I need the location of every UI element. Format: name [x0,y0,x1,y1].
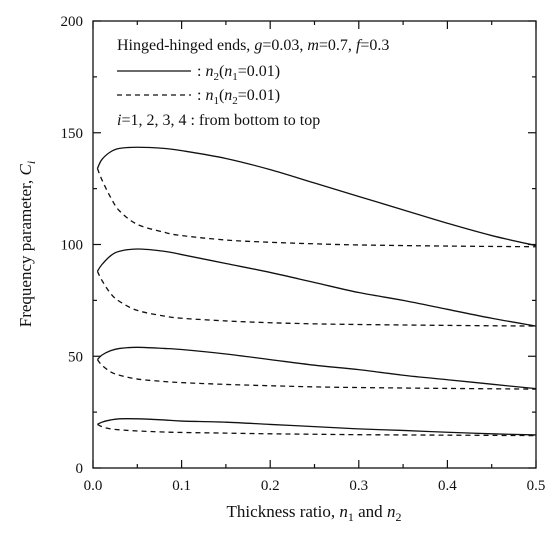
y-tick-label: 200 [61,14,84,30]
legend-mode-note: i=1, 2, 3, 4 : from bottom to top [117,112,320,129]
legend-title: Hinged-hinged ends, g=0.03, m=0.7, f=0.3 [117,37,389,54]
curves-layer [96,146,537,437]
y-axis-label: Frequency parameter, Ci [16,161,38,327]
x-tick-label: 0.4 [438,478,457,494]
dashed-curve-i1 [97,423,537,437]
solid-curve-i2 [96,346,537,390]
y-tick-label: 100 [61,238,84,254]
y-tick-label: 0 [76,461,84,477]
dashed-curve-i4 [96,168,537,248]
solid-curve-i1 [97,418,537,436]
x-tick-label: 0.3 [349,478,368,494]
x-tick-label: 0.1 [172,478,191,494]
legend-box: Hinged-hinged ends, g=0.03, m=0.7, f=0.3… [117,37,389,129]
x-axis-label: Thickness ratio, n1 and n2 [227,502,402,524]
solid-curve-i3 [96,248,537,327]
plot-frame [92,20,537,469]
legend-dashed-label: : n1(n2=0.01) [197,87,280,107]
x-tick-label: 0.0 [84,478,103,494]
solid-curve-i4 [96,146,537,247]
y-tick-label: 150 [61,126,84,142]
dashed-curve-i3 [96,271,537,327]
legend-solid-label: : n2(n1=0.01) [197,63,280,83]
axes-layer: 0.0 0.1 0.2 0.3 0.4 0.5 0 50 100 150 200 [61,14,546,494]
y-tick-label: 50 [68,349,83,365]
x-tick-label: 0.2 [261,478,280,494]
dashed-curve-i2 [96,359,537,390]
x-tick-label: 0.5 [527,478,546,494]
